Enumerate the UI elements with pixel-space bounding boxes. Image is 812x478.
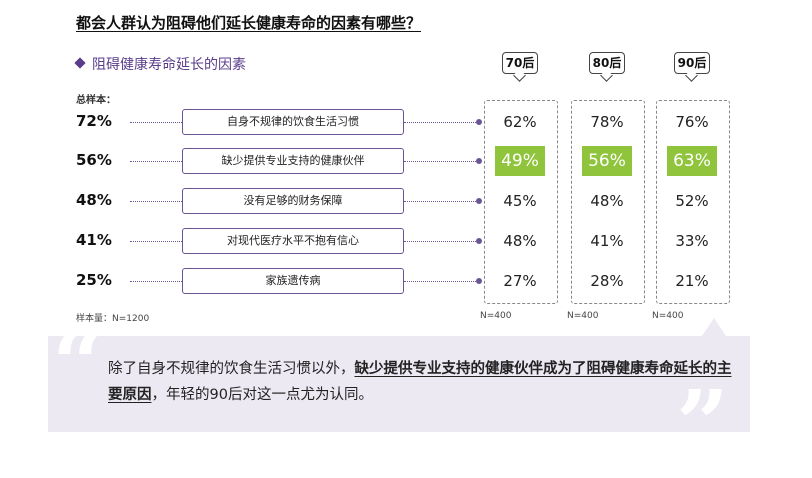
leader-dot-3 xyxy=(476,238,482,244)
value-cell-3-0: 48% xyxy=(503,232,537,250)
total-sample-label: 总样本： xyxy=(76,95,116,106)
right-leader-1 xyxy=(404,161,478,162)
left-leader-3 xyxy=(130,241,182,242)
total-value-4: 25% xyxy=(76,271,112,289)
right-leader-2 xyxy=(404,201,478,202)
chart-subtitle: 阻碍健康寿命延长的因素 xyxy=(74,54,246,74)
column-header-2: 90后 xyxy=(674,52,710,74)
value-cell-0-1: 78% xyxy=(590,113,624,131)
value-cell-4-1: 28% xyxy=(590,272,624,290)
right-leader-4 xyxy=(404,281,478,282)
open-quote-icon: “ xyxy=(52,310,105,418)
left-leader-1 xyxy=(130,161,182,162)
quote-text: 除了自身不规律的饮食生活习惯以外，缺少提供专业支持的健康伙伴成为了阻碍健康寿命延… xyxy=(108,356,732,408)
leader-dot-4 xyxy=(476,278,482,284)
leader-dot-2 xyxy=(476,198,482,204)
value-cell-3-1: 41% xyxy=(590,232,624,250)
leader-dot-1 xyxy=(476,158,482,164)
quote-text-part1: 除了自身不规律的饮食生活习惯以外， xyxy=(108,361,355,377)
quote-box xyxy=(48,336,750,432)
value-cell-1-2: 63% xyxy=(667,146,717,176)
factor-label-3: 对现代医疗水平不抱有信心 xyxy=(182,228,404,254)
left-leader-2 xyxy=(130,201,182,202)
value-cell-1-1: 56% xyxy=(582,146,632,176)
column-header-1: 80后 xyxy=(589,52,625,74)
value-cell-2-2: 52% xyxy=(675,192,709,210)
total-value-0: 72% xyxy=(76,112,112,130)
page-title: 都会人群认为阻碍他们延长健康寿命的因素有哪些？ xyxy=(76,14,422,32)
diamond-icon xyxy=(74,57,86,69)
factor-label-0: 自身不规律的饮食生活习惯 xyxy=(182,109,404,135)
value-cell-4-2: 21% xyxy=(675,272,709,290)
subtitle-text: 阻碍健康寿命延长的因素 xyxy=(92,57,246,73)
column-sample-size-1: N=400 xyxy=(567,311,599,321)
total-value-3: 41% xyxy=(76,231,112,249)
quote-tail xyxy=(702,318,726,336)
value-cell-2-0: 45% xyxy=(503,192,537,210)
right-leader-3 xyxy=(404,241,478,242)
total-sample-size: 样本量：N=1200 xyxy=(76,314,150,324)
factor-label-2: 没有足够的财务保障 xyxy=(182,188,404,214)
value-cell-2-1: 48% xyxy=(590,192,624,210)
column-sample-size-2: N=400 xyxy=(652,311,684,321)
left-leader-4 xyxy=(130,281,182,282)
column-box-1 xyxy=(571,100,645,304)
total-value-1: 56% xyxy=(76,151,112,169)
value-cell-4-0: 27% xyxy=(503,272,537,290)
value-cell-0-2: 76% xyxy=(675,113,709,131)
right-leader-0 xyxy=(404,122,478,123)
quote-text-part2: ，年轻的90后对这一点尤为认同。 xyxy=(151,387,373,403)
column-header-0: 70后 xyxy=(502,52,538,74)
quote-text-bold: 缺少提供专业支持的健康伙伴成为了阻碍健康寿命延长的主要原因 xyxy=(108,361,732,403)
value-cell-0-0: 62% xyxy=(503,113,537,131)
left-leader-0 xyxy=(130,122,182,123)
total-value-2: 48% xyxy=(76,191,112,209)
column-sample-size-0: N=400 xyxy=(480,311,512,321)
leader-dot-0 xyxy=(476,119,482,125)
column-box-2 xyxy=(656,100,730,304)
value-cell-1-0: 49% xyxy=(495,146,545,176)
value-cell-3-2: 33% xyxy=(675,232,709,250)
column-box-0 xyxy=(484,100,558,304)
factor-label-1: 缺少提供专业支持的健康伙伴 xyxy=(182,148,404,174)
factor-label-4: 家族遗传病 xyxy=(182,268,404,294)
